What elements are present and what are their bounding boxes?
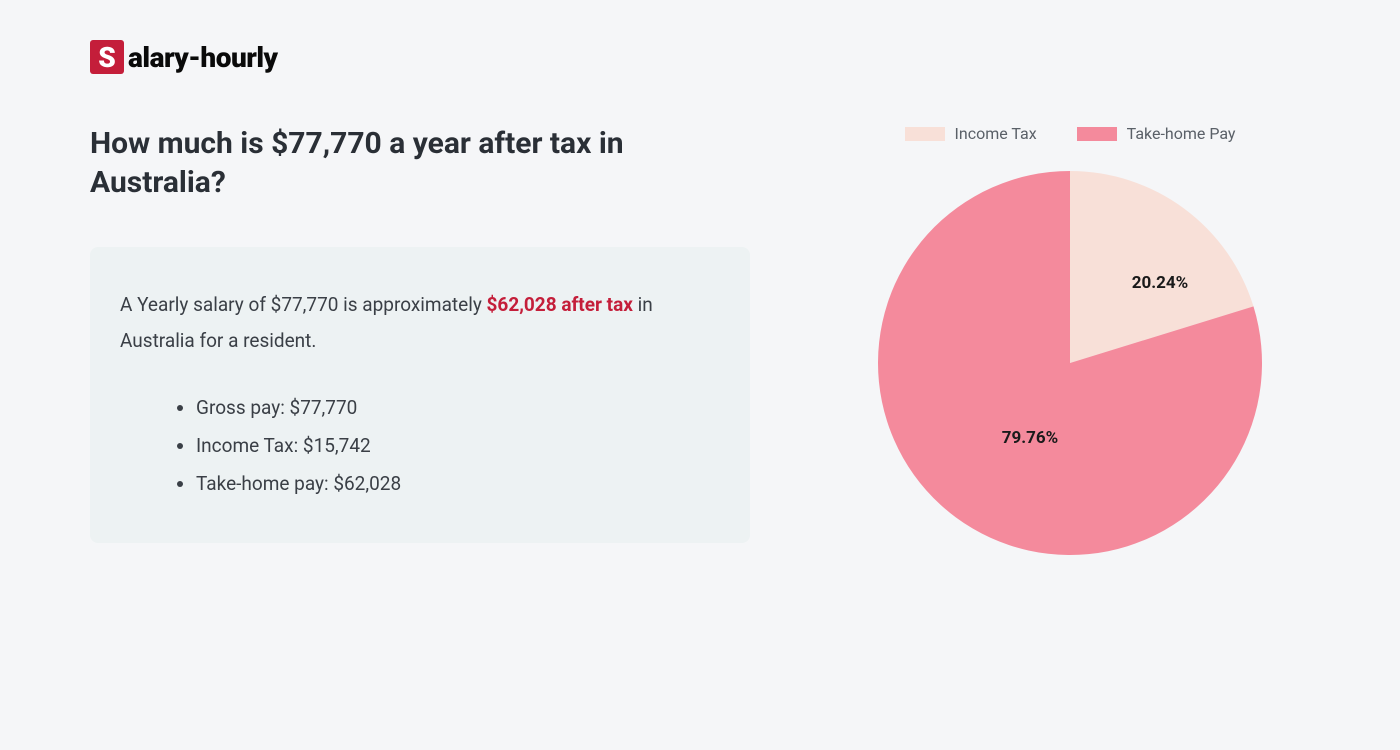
logo: S alary-hourly [90,40,1310,74]
logo-badge: S [90,40,124,74]
legend-label: Take-home Pay [1127,124,1236,143]
legend-item-income-tax: Income Tax [905,124,1037,143]
left-column: How much is $77,770 a year after tax in … [90,124,750,563]
pie-slice-label: 20.24% [1132,273,1189,293]
chart-legend: Income Tax Take-home Pay [830,124,1310,143]
summary-box: A Yearly salary of $77,770 is approximat… [90,247,750,543]
summary-prefix: A Yearly salary of $77,770 is approximat… [120,293,487,316]
summary-list: Gross pay: $77,770 Income Tax: $15,742 T… [120,389,720,503]
logo-text: alary-hourly [128,41,278,74]
legend-swatch [905,127,945,141]
summary-highlight: $62,028 after tax [487,293,633,316]
right-column: Income Tax Take-home Pay 20.24% 79.76% [830,124,1310,563]
list-item: Take-home pay: $62,028 [196,465,720,503]
legend-label: Income Tax [955,124,1037,143]
legend-item-take-home: Take-home Pay [1077,124,1236,143]
list-item: Gross pay: $77,770 [196,389,720,427]
legend-swatch [1077,127,1117,141]
summary-text: A Yearly salary of $77,770 is approximat… [120,287,720,359]
content-row: How much is $77,770 a year after tax in … [90,124,1310,563]
pie-chart: 20.24% 79.76% [830,163,1310,563]
list-item: Income Tax: $15,742 [196,427,720,465]
page: S alary-hourly How much is $77,770 a yea… [0,0,1400,563]
pie-slice-label: 79.76% [1002,428,1059,448]
page-title: How much is $77,770 a year after tax in … [90,124,750,202]
